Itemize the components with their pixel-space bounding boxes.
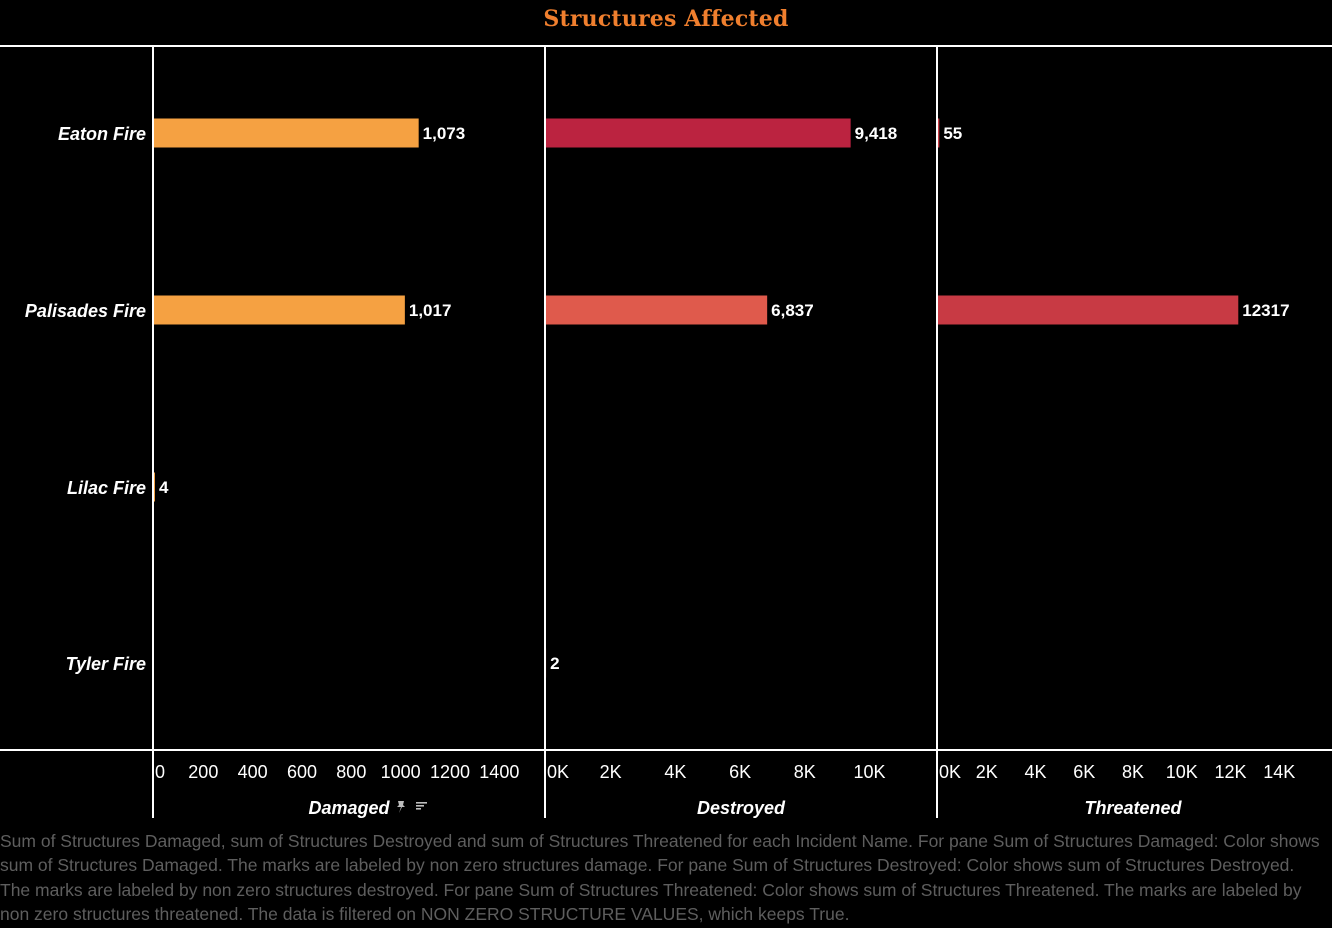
category-label: Eaton Fire xyxy=(58,124,146,144)
x-tick-label: 2K xyxy=(976,762,998,782)
x-axis-title: Threatened xyxy=(1084,798,1182,818)
x-tick-label: 0 xyxy=(155,762,165,782)
x-tick-label: 200 xyxy=(188,762,218,782)
category-labels: Eaton Fire Palisades Fire Lilac Fire Tyler … xyxy=(25,124,146,674)
bar xyxy=(938,118,940,148)
data-label: 1,073 xyxy=(423,124,466,143)
category-label: Tyler Fire xyxy=(66,654,146,674)
x-tick-label: 4K xyxy=(664,762,686,782)
bar xyxy=(546,295,768,325)
x-tick-label: 600 xyxy=(287,762,317,782)
pin-icon xyxy=(397,801,405,813)
sort-icon xyxy=(416,802,427,810)
bar xyxy=(154,472,155,502)
pin-icon-shape xyxy=(397,801,405,813)
sort-icon-line xyxy=(416,808,421,810)
x-tick-label: 0K xyxy=(939,762,961,782)
bar xyxy=(938,295,1239,325)
sort-icon-line xyxy=(416,805,424,807)
x-tick-label: 8K xyxy=(794,762,816,782)
x-tick-label: 8K xyxy=(1122,762,1144,782)
x-tick-label: 1000 xyxy=(381,762,421,782)
x-tick-label: 14K xyxy=(1263,762,1295,782)
x-tick-label: 2K xyxy=(600,762,622,782)
x-tick-label: 12K xyxy=(1215,762,1247,782)
x-tick-label: 4K xyxy=(1025,762,1047,782)
x-axis-title: Destroyed xyxy=(697,798,786,818)
chart-frame xyxy=(0,45,1332,818)
data-label: 55 xyxy=(943,124,962,143)
bar xyxy=(154,118,419,148)
chart-panels: 1,073 1,017 4 0 200 400 600 800 1000 1200 1400 Dama… xyxy=(154,118,1295,818)
data-label: 9,418 xyxy=(855,124,898,143)
x-tick-label: 1200 xyxy=(430,762,470,782)
data-label: 2 xyxy=(550,654,559,673)
data-label: 12317 xyxy=(1242,301,1289,320)
x-tick-label: 6K xyxy=(1073,762,1095,782)
data-label: 1,017 xyxy=(409,301,452,320)
x-tick-label: 1400 xyxy=(479,762,519,782)
chart-title: Structures Affected xyxy=(543,6,789,32)
data-label: 4 xyxy=(159,478,169,497)
panel-destroyed: 9,418 6,837 2 0K 2K 4K 6K 8K 10K Destroyed xyxy=(546,118,898,818)
sort-icon-line xyxy=(416,802,427,804)
x-tick-label: 400 xyxy=(238,762,268,782)
panel-threatened: 55 12317 0K 2K 4K 6K 8K 10K 12K 14K Threatened xyxy=(938,118,1295,818)
x-tick-label: 10K xyxy=(853,762,885,782)
x-axis-title: Damaged xyxy=(308,798,390,818)
category-label: Lilac Fire xyxy=(67,478,146,498)
bar xyxy=(546,118,851,148)
panel-damaged: 1,073 1,017 4 0 200 400 600 800 1000 1200 1400 Dama… xyxy=(154,118,519,818)
category-label: Palisades Fire xyxy=(25,301,146,321)
bar-chart: Eaton Fire Palisades Fire Lilac Fire Tyler … xyxy=(0,45,1332,818)
bar xyxy=(154,295,405,325)
x-tick-label: 10K xyxy=(1166,762,1198,782)
chart-caption: Sum of Structures Damaged, sum of Struct… xyxy=(0,831,1320,925)
data-label: 6,837 xyxy=(771,301,814,320)
x-tick-label: 0K xyxy=(547,762,569,782)
x-tick-label: 6K xyxy=(729,762,751,782)
x-tick-label: 800 xyxy=(336,762,366,782)
